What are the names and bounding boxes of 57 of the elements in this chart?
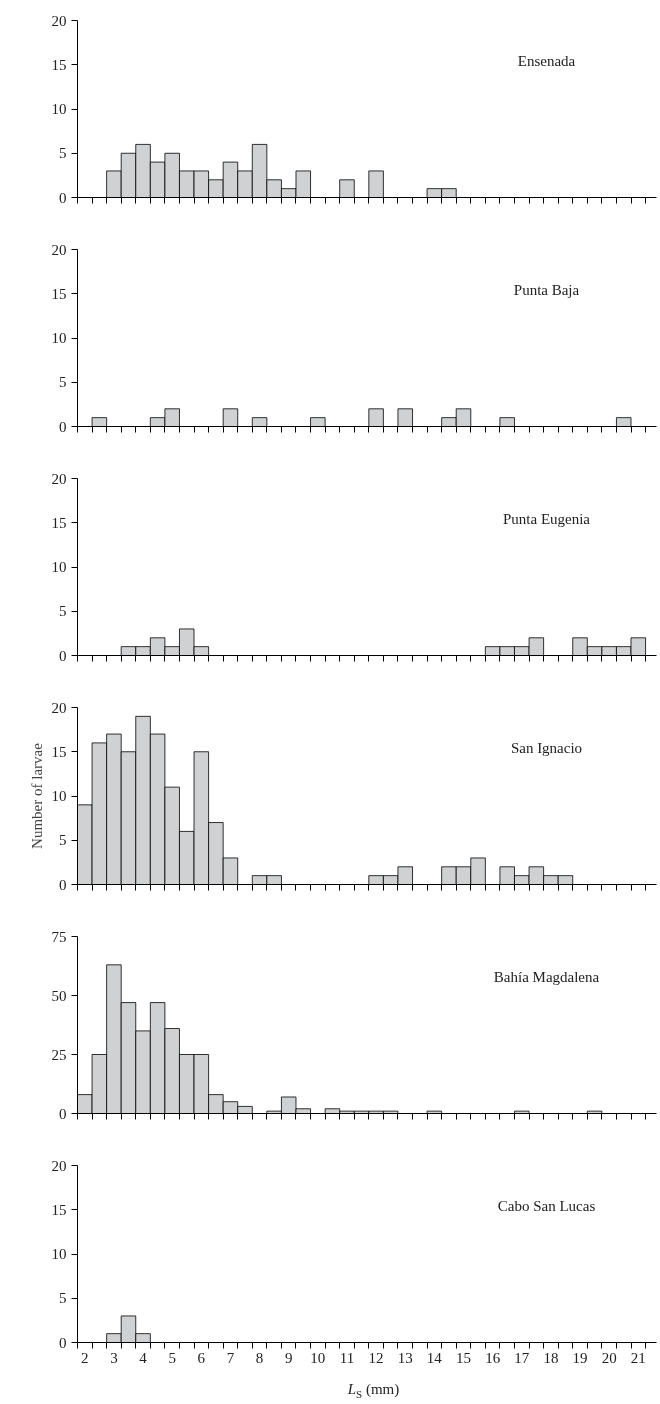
text: Bahía Magdalena xyxy=(493,969,600,986)
x-tick-label: 11 xyxy=(339,1349,355,1366)
y-tick-label: 15 xyxy=(51,743,67,760)
y-tick-label: 10 xyxy=(51,788,67,804)
x-tick-label: 16 xyxy=(485,1349,501,1366)
x-tick-label: 13 xyxy=(397,1349,413,1366)
x-tick-label: 3 xyxy=(110,1349,118,1366)
x-tick-label: 18 xyxy=(543,1349,559,1366)
y-tick-label: 10 xyxy=(51,559,67,575)
x-tick-label: 8 xyxy=(255,1349,264,1366)
y-tick-label: 75 xyxy=(51,928,67,945)
y-tick-label: 20 xyxy=(51,470,67,487)
y-tick-label: 0 xyxy=(59,647,67,664)
y-tick-label: 15 xyxy=(51,56,67,73)
y-tick-label: 10 xyxy=(51,1246,67,1262)
x-tick-label: 5 xyxy=(168,1349,176,1366)
x-tick-label: 2 xyxy=(81,1349,89,1366)
x-tick-label: 14 xyxy=(426,1349,443,1366)
y-tick-label: 5 xyxy=(59,374,67,391)
y-tick-label: 15 xyxy=(51,514,67,531)
y-tick-label: 0 xyxy=(59,1105,67,1122)
y-tick-label: 20 xyxy=(51,699,67,716)
x-tick-label: 4 xyxy=(139,1349,148,1366)
x-tick-label: 12 xyxy=(368,1349,384,1366)
y-tick-label: 5 xyxy=(59,145,67,162)
y-tick-label: 20 xyxy=(51,1157,67,1174)
text: Cabo San Lucas xyxy=(497,1198,596,1215)
x-tick-label: 9 xyxy=(284,1349,293,1366)
text: Ensenada xyxy=(517,53,576,70)
y-tick-label: 0 xyxy=(59,1334,67,1351)
x-tick-label: 17 xyxy=(514,1349,530,1366)
y-tick-label: 50 xyxy=(51,987,67,1004)
y-tick-label: 5 xyxy=(59,832,67,849)
y-tick-label: 0 xyxy=(59,876,67,893)
y-tick-label: 15 xyxy=(51,1201,67,1218)
y-tick-label: 0 xyxy=(59,189,67,206)
x-tick-label: 21 xyxy=(630,1349,646,1366)
y-tick-label: 20 xyxy=(51,241,67,258)
x-tick-label: 6 xyxy=(197,1349,206,1366)
y-tick-label: 20 xyxy=(51,12,67,29)
y-tick-label: 10 xyxy=(51,330,67,346)
text: San Ignacio xyxy=(510,740,583,757)
x-tick-label: 19 xyxy=(572,1349,588,1366)
y-tick-label: 10 xyxy=(51,101,67,117)
x-tick-label: 10 xyxy=(310,1349,326,1366)
text: Punta Baja xyxy=(513,282,580,299)
y-tick-label: 15 xyxy=(51,285,67,302)
y-tick-label: 5 xyxy=(59,603,67,620)
x-tick-label: 7 xyxy=(226,1349,235,1366)
y-tick-label: 0 xyxy=(59,418,67,435)
x-axis-title: L$_{S}$ (mm) xyxy=(347,1380,400,1402)
y-axis-title: Number of larvae xyxy=(28,742,45,849)
x-tick-label: 15 xyxy=(456,1349,471,1366)
y-tick-label: 25 xyxy=(51,1046,67,1063)
x-tick-label: 20 xyxy=(601,1349,617,1366)
text: Punta Eugenia xyxy=(502,511,591,528)
y-tick-label: 5 xyxy=(59,1290,67,1307)
